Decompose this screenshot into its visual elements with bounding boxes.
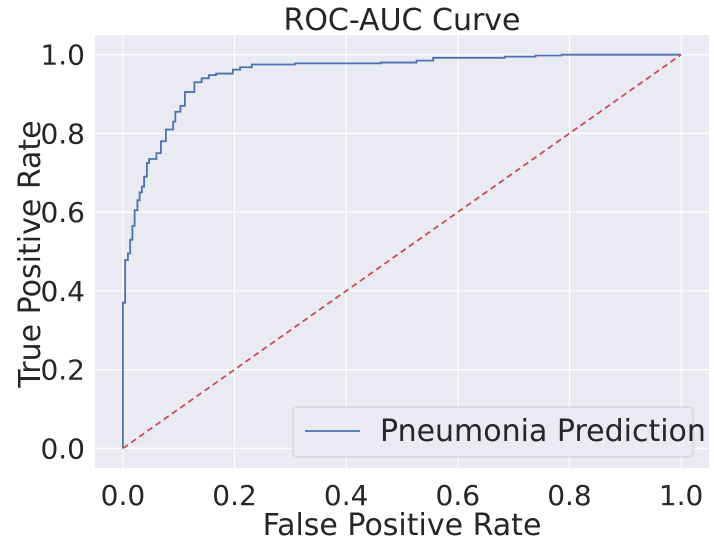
y-tick-label: 0.4 — [40, 275, 85, 308]
x-tick-label: 0.0 — [101, 479, 146, 512]
roc-curve-line — [122, 53, 682, 449]
grid — [95, 35, 709, 468]
y-tick-label: 0.6 — [40, 196, 85, 229]
y-tick-label: 0.2 — [40, 354, 85, 387]
y-tick-label: 1.0 — [40, 39, 85, 72]
y-tick-labels: 0.0 0.2 0.4 0.6 0.8 1.0 — [40, 39, 85, 466]
legend-label-pneumonia-prediction: Pneumonia Prediction — [380, 414, 706, 449]
chance-diagonal-line — [122, 53, 682, 450]
chart-title: ROC-AUC Curve — [283, 3, 520, 38]
x-tick-label: 0.8 — [547, 479, 592, 512]
x-tick-labels: 0.0 0.2 0.4 0.6 0.8 1.0 — [101, 479, 704, 512]
x-axis-label: False Positive Rate — [263, 508, 542, 543]
series-layer — [122, 53, 682, 450]
y-tick-label: 0.8 — [40, 117, 85, 150]
y-axis-label: True Positive Rate — [13, 120, 48, 388]
x-tick-label: 0.2 — [212, 479, 257, 512]
x-tick-label: 0.4 — [324, 479, 369, 512]
legend: Pneumonia Prediction — [292, 406, 706, 458]
y-tick-label: 0.0 — [40, 432, 85, 465]
x-tick-label: 0.6 — [436, 479, 481, 512]
x-tick-label: 1.0 — [659, 479, 704, 512]
legend-box — [292, 406, 694, 458]
